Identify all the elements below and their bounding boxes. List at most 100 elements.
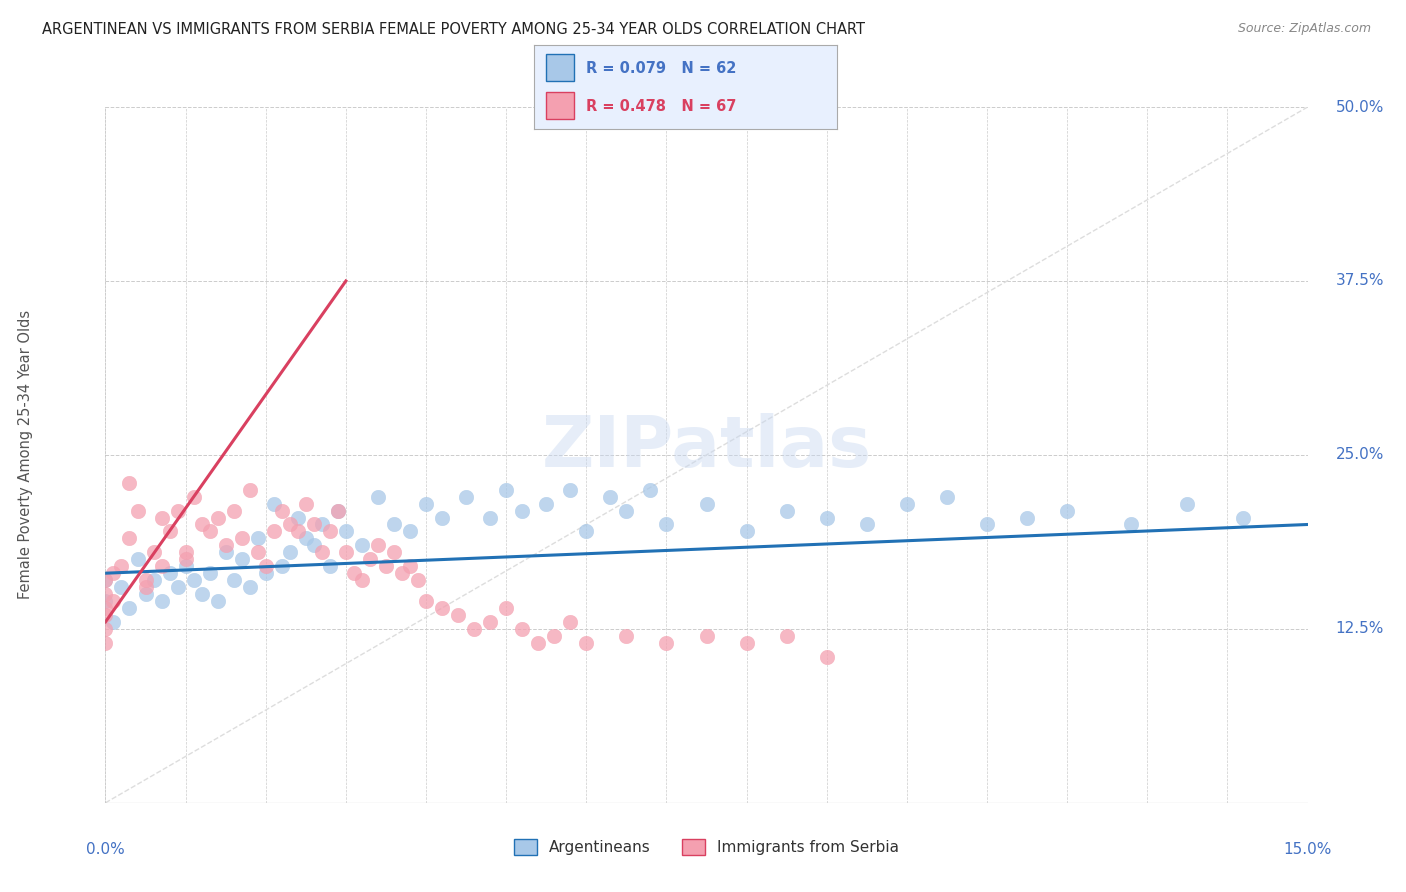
Point (696, 497, 718, 511)
Point (94, 594, 117, 608)
Text: R = 0.079   N = 62: R = 0.079 N = 62 (586, 61, 737, 76)
Point (1056, 503, 1078, 517)
Point (415, 594, 437, 608)
Point (94, 573, 117, 587)
Point (94, 573, 117, 587)
Point (94, 601, 117, 615)
Point (135, 580, 157, 594)
Text: 50.0%: 50.0% (1336, 100, 1384, 114)
Point (110, 580, 132, 594)
Point (616, 503, 638, 517)
Point (311, 517, 333, 532)
Text: ZIPatlas: ZIPatlas (541, 414, 872, 483)
Point (118, 601, 141, 615)
Point (302, 538, 325, 552)
Point (735, 524, 758, 539)
Point (94, 607, 117, 622)
Point (190, 517, 212, 532)
Point (479, 510, 502, 524)
Point (367, 490, 389, 504)
Bar (547, 92, 574, 120)
Text: Female Poverty Among 25-34 Year Olds: Female Poverty Among 25-34 Year Olds (18, 310, 32, 599)
Text: 25.0%: 25.0% (1336, 448, 1384, 462)
Point (94, 587, 117, 601)
Point (287, 524, 309, 539)
Point (479, 615, 502, 629)
Point (430, 601, 453, 615)
Text: 37.5%: 37.5% (1336, 274, 1384, 288)
Point (94, 622, 117, 636)
Point (527, 636, 550, 650)
Point (495, 483, 517, 497)
Point (142, 545, 165, 559)
Point (560, 615, 582, 629)
Point (463, 622, 485, 636)
Point (222, 573, 245, 587)
Point (855, 517, 877, 532)
Point (198, 524, 221, 539)
Text: 0.0%: 0.0% (86, 842, 125, 856)
Point (263, 524, 285, 539)
Point (183, 573, 205, 587)
Point (174, 552, 197, 566)
Point (166, 580, 188, 594)
Point (382, 517, 405, 532)
Point (103, 615, 125, 629)
Point (534, 497, 557, 511)
Point (655, 517, 678, 532)
Point (335, 545, 357, 559)
Point (198, 566, 221, 581)
Point (118, 532, 141, 546)
Point (343, 566, 366, 581)
Point (495, 601, 517, 615)
Point (174, 559, 197, 574)
Point (815, 649, 838, 664)
Point (430, 510, 453, 524)
Point (159, 524, 181, 539)
Point (254, 559, 277, 574)
Point (399, 524, 422, 539)
Point (374, 559, 396, 574)
Point (391, 566, 413, 581)
Point (190, 587, 212, 601)
Point (319, 559, 342, 574)
Text: 15.0%: 15.0% (1284, 842, 1331, 856)
Point (302, 517, 325, 532)
Point (311, 545, 333, 559)
Point (447, 607, 470, 622)
Point (896, 497, 918, 511)
Point (543, 629, 565, 643)
Point (350, 573, 373, 587)
Point (214, 545, 236, 559)
Point (142, 573, 165, 587)
Point (246, 532, 269, 546)
Point (231, 532, 253, 546)
Point (359, 552, 381, 566)
Point (103, 566, 125, 581)
Point (415, 497, 437, 511)
Point (1232, 510, 1254, 524)
Point (319, 524, 342, 539)
Point (735, 636, 758, 650)
Bar (547, 54, 574, 81)
Point (159, 566, 181, 581)
Legend: Argentineans, Immigrants from Serbia: Argentineans, Immigrants from Serbia (508, 833, 905, 862)
Point (815, 510, 838, 524)
Point (326, 503, 349, 517)
Point (278, 517, 301, 532)
Point (127, 503, 149, 517)
Text: R = 0.478   N = 67: R = 0.478 N = 67 (586, 99, 737, 114)
Point (295, 497, 318, 511)
Point (640, 483, 662, 497)
Point (510, 622, 533, 636)
Point (270, 559, 292, 574)
Point (239, 483, 262, 497)
Point (456, 490, 478, 504)
Text: ARGENTINEAN VS IMMIGRANTS FROM SERBIA FEMALE POVERTY AMONG 25-34 YEAR OLDS CORRE: ARGENTINEAN VS IMMIGRANTS FROM SERBIA FE… (42, 22, 865, 37)
Point (214, 538, 236, 552)
Point (239, 580, 262, 594)
Point (616, 629, 638, 643)
Point (174, 545, 197, 559)
Point (1121, 517, 1143, 532)
Point (231, 552, 253, 566)
